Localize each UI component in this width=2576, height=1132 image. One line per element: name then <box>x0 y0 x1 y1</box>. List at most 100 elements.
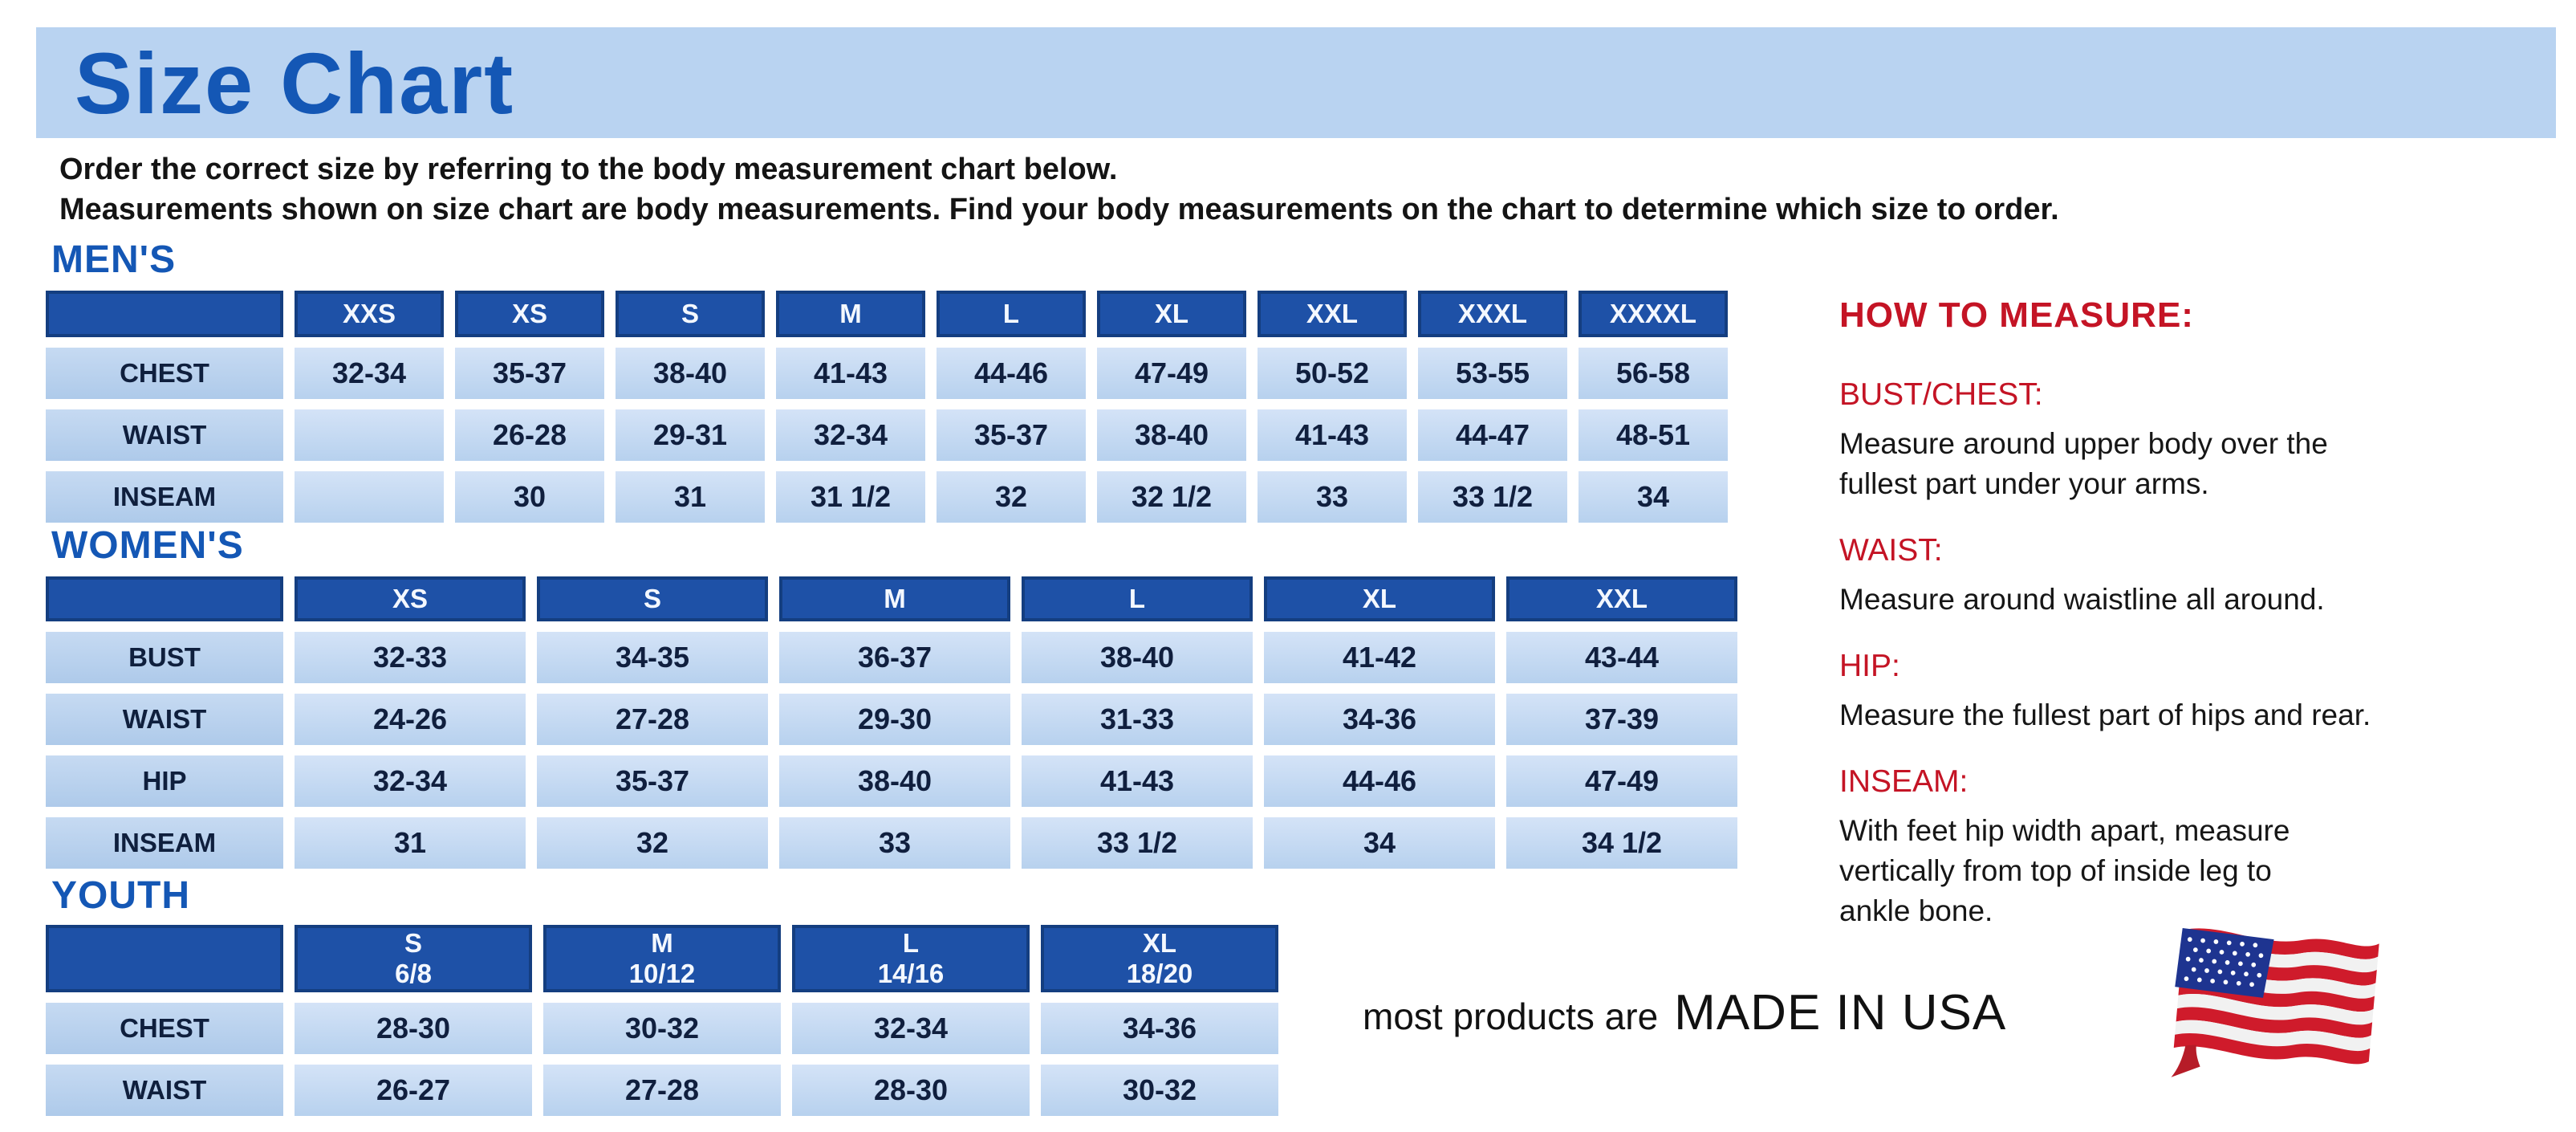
column-header-cell: S <box>616 291 765 337</box>
data-cell: 44-46 <box>1264 755 1495 807</box>
data-cell: 30-32 <box>543 1003 781 1054</box>
measure-desc: With feet hip width apart, measure verti… <box>1839 814 2290 927</box>
made-in-usa-text: MADE IN USA <box>1674 985 2007 1040</box>
data-cell: 34-35 <box>537 632 768 683</box>
data-cell: 28-30 <box>295 1003 532 1054</box>
measure-term: BUST/CHEST: <box>1839 377 2043 412</box>
data-cell: 35-37 <box>937 409 1086 461</box>
row-label-cell: BUST <box>46 632 283 683</box>
measure-desc: Measure around upper body over the fulle… <box>1839 427 2328 500</box>
measure-item-hip: HIP: Measure the fullest part of hips an… <box>1839 649 2576 735</box>
row-label-cell: HIP <box>46 755 283 807</box>
data-cell: 53-55 <box>1418 348 1567 399</box>
data-cell: 41-43 <box>1258 409 1407 461</box>
data-cell: 26-28 <box>455 409 604 461</box>
column-header-cell: XXXXL <box>1579 291 1728 337</box>
data-cell: 28-30 <box>792 1065 1030 1116</box>
data-cell: 32 <box>537 817 768 869</box>
column-header-cell: L <box>937 291 1086 337</box>
intro-text: Order the correct size by referring to t… <box>59 149 2059 230</box>
column-header-cell: M 10/12 <box>543 925 781 992</box>
row-label-cell: CHEST <box>46 348 283 399</box>
intro-line-1: Order the correct size by referring to t… <box>59 153 1118 186</box>
row-label-cell: WAIST <box>46 694 283 745</box>
youth-section-heading: YOUTH <box>51 874 190 917</box>
data-cell: 38-40 <box>616 348 765 399</box>
data-cell: 32-34 <box>792 1003 1030 1054</box>
data-cell: 37-39 <box>1506 694 1737 745</box>
data-cell: 34 1/2 <box>1506 817 1737 869</box>
data-cell <box>295 471 444 523</box>
data-cell <box>295 409 444 461</box>
data-cell: 27-28 <box>537 694 768 745</box>
data-cell: 31 <box>616 471 765 523</box>
data-cell: 32-34 <box>295 755 526 807</box>
column-header-cell: XXXL <box>1418 291 1567 337</box>
womens-size-table: XS S M L XL XXL BUST 32-33 34-35 36-37 38-40 41-42 4… <box>46 576 1737 869</box>
data-cell: 43-44 <box>1506 632 1737 683</box>
mens-section-heading: MEN'S <box>51 238 177 281</box>
data-cell: 32-34 <box>295 348 444 399</box>
data-cell: 26-27 <box>295 1065 532 1116</box>
column-header-cell: XS <box>455 291 604 337</box>
data-cell: 38-40 <box>779 755 1010 807</box>
data-cell: 34-36 <box>1041 1003 1278 1054</box>
measure-item-waist: WAIST: Measure around waistline all arou… <box>1839 533 2576 620</box>
data-cell: 31 <box>295 817 526 869</box>
womens-section-heading: WOMEN'S <box>51 524 244 567</box>
data-cell: 34 <box>1264 817 1495 869</box>
table-corner-cell <box>46 576 283 621</box>
measure-item-bust-chest: BUST/CHEST: Measure around upper body ov… <box>1839 377 2576 504</box>
data-cell: 47-49 <box>1097 348 1246 399</box>
measure-term: WAIST: <box>1839 533 1943 568</box>
data-cell: 33 <box>1258 471 1407 523</box>
data-cell: 50-52 <box>1258 348 1407 399</box>
data-cell: 34-36 <box>1264 694 1495 745</box>
data-cell: 32 <box>937 471 1086 523</box>
data-cell: 32-33 <box>295 632 526 683</box>
data-cell: 41-43 <box>776 348 925 399</box>
data-cell: 41-43 <box>1022 755 1253 807</box>
data-cell: 33 1/2 <box>1418 471 1567 523</box>
data-cell: 27-28 <box>543 1065 781 1116</box>
row-label-cell: WAIST <box>46 409 283 461</box>
column-header-cell: M <box>776 291 925 337</box>
column-header-cell: XL <box>1097 291 1246 337</box>
data-cell: 44-47 <box>1418 409 1567 461</box>
data-cell: 32-34 <box>776 409 925 461</box>
data-cell: 33 <box>779 817 1010 869</box>
column-header-cell: M <box>779 576 1010 621</box>
data-cell: 29-31 <box>616 409 765 461</box>
data-cell: 30 <box>455 471 604 523</box>
data-cell: 36-37 <box>779 632 1010 683</box>
row-label-cell: WAIST <box>46 1065 283 1116</box>
data-cell: 32 1/2 <box>1097 471 1246 523</box>
data-cell: 47-49 <box>1506 755 1737 807</box>
measure-item-inseam: INSEAM: With feet hip width apart, measu… <box>1839 764 2576 931</box>
column-header-cell: XXL <box>1258 291 1407 337</box>
column-header-cell: S 6/8 <box>295 925 532 992</box>
data-cell: 56-58 <box>1579 348 1728 399</box>
row-label-cell: INSEAM <box>46 471 283 523</box>
data-cell: 48-51 <box>1579 409 1728 461</box>
data-cell: 41-42 <box>1264 632 1495 683</box>
data-cell: 35-37 <box>455 348 604 399</box>
how-to-measure-heading: HOW TO MEASURE: <box>1839 295 2194 335</box>
data-cell: 38-40 <box>1022 632 1253 683</box>
column-header-cell: L 14/16 <box>792 925 1030 992</box>
table-corner-cell <box>46 925 283 992</box>
column-header-cell: XL 18/20 <box>1041 925 1278 992</box>
how-to-measure-section: HOW TO MEASURE: BUST/CHEST: Measure arou… <box>1839 295 2576 960</box>
measure-desc: Measure the fullest part of hips and rea… <box>1839 698 2371 731</box>
data-cell: 31-33 <box>1022 694 1253 745</box>
measure-term: HIP: <box>1839 649 1900 683</box>
measure-term: INSEAM: <box>1839 764 1969 799</box>
made-in-usa-line: most products are MADE IN USA <box>1363 984 2006 1041</box>
title-banner: Size Chart <box>36 27 2556 138</box>
column-header-cell: XXS <box>295 291 444 337</box>
intro-line-2: Measurements shown on size chart are bod… <box>59 193 2059 226</box>
data-cell: 44-46 <box>937 348 1086 399</box>
column-header-cell: XXL <box>1506 576 1737 621</box>
data-cell: 34 <box>1579 471 1728 523</box>
